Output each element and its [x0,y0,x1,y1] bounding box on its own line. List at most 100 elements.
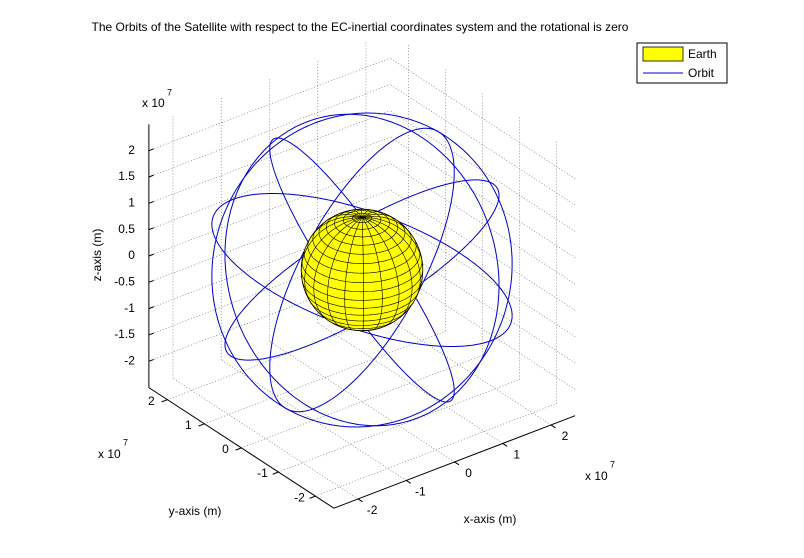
z-tick [148,332,154,336]
earth-meridian [309,216,363,239]
x-tick-label: -2 [367,503,378,517]
earth-parallel [318,220,406,255]
axes: -2 -1 0 1 2 -2 -1 0 1 2 -2 -1.5 -1 -0.5 0 0.5 1 1.5 2 [114,124,576,517]
z-tick-label: 1.5 [118,169,135,183]
grid-line [317,322,503,444]
x-tick [454,461,460,466]
y-tick-label: -2 [294,490,305,504]
grid-line [148,57,391,151]
grid-line [365,304,552,426]
earth-parallel [307,239,417,274]
y-tick [272,471,279,475]
orbit [236,179,500,319]
y-multiplier: x 10 [98,447,121,461]
earth-meridian [300,217,363,271]
grid-line [148,163,391,257]
x-tick [550,424,556,429]
x-tick [406,480,412,484]
y-multiplier-power: 7 [123,437,128,447]
grid-line [148,242,391,336]
grid-line [148,110,391,204]
orbit [211,112,513,428]
grid-line [389,110,576,232]
z-tick-label: -2 [124,353,135,367]
earth-meridian [313,217,363,321]
grid-line [148,136,391,230]
plot-area [211,112,513,428]
grid-line [389,136,576,258]
x-tick [502,443,508,447]
earth-parallel [300,270,423,301]
y-tick [235,447,242,451]
earth-meridian [361,217,413,319]
z-multiplier: x 10 [142,96,165,110]
earth-parallel [310,301,414,322]
x-tick-label: -1 [415,485,426,499]
earth-meridian [361,209,371,218]
y-tick [309,495,316,499]
earth-meridian [361,211,381,218]
orbit [315,127,455,349]
grid-line [389,57,576,180]
earth-parallel [303,248,421,283]
grid-line [389,268,576,390]
y-axis-label: y-axis (m) [169,504,222,518]
grid-line [167,306,409,400]
grid-line [278,379,520,473]
grid-line [389,242,576,364]
z-tick-label: 0.5 [118,222,135,236]
z-tick-label: -1.5 [114,327,135,341]
z-tick-label: -1 [124,301,135,315]
earth-meridian [361,217,400,327]
y-tick-label: -1 [257,466,268,480]
grid-line [148,189,391,283]
earth-meridian [361,217,364,331]
earth-parallel [317,311,407,326]
earth-meridian [326,214,363,221]
earth-meridian [361,217,423,267]
grid-line [389,84,576,206]
earth-meridian [361,213,395,219]
earth-meridian [361,217,421,300]
y-tick-label: 0 [222,442,229,456]
grid [148,41,576,500]
z-tick-label: 0 [128,248,135,262]
earth-meridian [344,217,363,331]
y-tick [198,423,205,427]
x-axis-label: x-axis (m) [464,512,517,526]
z-tick-label: 1 [128,195,135,209]
grid-line [148,268,391,362]
z-tick-label: -0.5 [114,274,135,288]
legend-label: Orbit [688,66,715,80]
z-tick [148,227,154,231]
y-tick-label: 2 [148,394,155,408]
x-tick-label: 1 [513,448,520,462]
grid-line [148,215,391,309]
legend: Earth Orbit [636,42,728,84]
grid-line [269,341,455,463]
x-tick [357,498,363,503]
x-multiplier: x 10 [585,469,608,483]
z-tick [148,148,154,152]
z-tick [148,279,154,283]
grid-line [389,163,576,285]
legend-label: Earth [688,47,717,61]
earth-parallel [326,213,398,246]
earth-meridian [360,208,363,218]
earth-parallel [301,260,423,293]
grid-line [204,330,446,425]
z-tick [148,306,154,310]
grid-line [241,355,483,449]
y-tick-label: 1 [185,418,192,432]
grid-line [221,359,407,481]
earth-meridian [340,211,363,218]
orbit [224,317,347,361]
z-tick [148,200,154,204]
grid-line [315,403,557,497]
z-tick [148,358,154,362]
earth-meridian [304,217,363,306]
legend-swatch [642,46,684,62]
y-tick [161,399,168,403]
earth-meridian [351,209,363,218]
